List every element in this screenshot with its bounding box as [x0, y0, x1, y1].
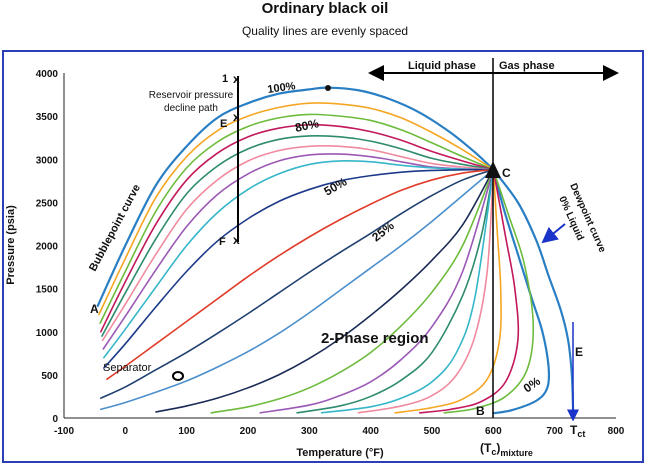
y-tick-label: 4000: [36, 69, 59, 80]
end-point-marker: x: [233, 233, 240, 247]
critical-temperature-label: (Tc)mixture: [480, 441, 533, 458]
y-tick-label: 1000: [36, 328, 59, 339]
point-label-b: B: [476, 404, 485, 418]
x-tick-label: 500: [424, 426, 441, 437]
quality-label-25: 25%: [369, 218, 397, 244]
chart-title: Ordinary black oil: [261, 0, 389, 17]
y-tick-label: 500: [41, 371, 58, 382]
y-tick-label: 2500: [36, 198, 59, 209]
x-tick-label: 600: [485, 426, 502, 437]
start-point-marker: x: [233, 72, 240, 86]
decline-path-label-line1: Reservoir pressure: [149, 90, 234, 101]
series-line-80pct: [100, 123, 495, 333]
series-line-q12: [155, 168, 495, 413]
separator-marker: [172, 371, 184, 381]
two-phase-region-label: 2-Phase region: [321, 330, 429, 347]
y-tick-label: 2000: [36, 242, 59, 253]
critical-point-marker: [485, 161, 501, 178]
quality-label-80: 80%: [294, 116, 321, 135]
dewpoint-pointer-arrow: [541, 223, 566, 244]
cricondentherm-label: Tct: [570, 423, 585, 439]
y-tick-label: 3000: [36, 155, 59, 166]
series-line-q5: [101, 145, 495, 342]
separator-label: Separator: [103, 362, 152, 374]
series-line-100pct: [96, 86, 495, 307]
x-tick-label: 300: [301, 426, 318, 437]
bubble-point-marker: x: [233, 110, 240, 124]
chart-frame: [2, 50, 644, 463]
series-line-q14: [259, 168, 495, 414]
series-line-q10: [100, 168, 495, 399]
series-line-q1: [98, 102, 495, 316]
gas-phase-label: Gas phase: [499, 60, 555, 72]
series-line-dewpoint: [492, 168, 575, 411]
series-line-50pct: [103, 168, 495, 369]
axes: -100 0 100 200 300 400 500 600 700 80005001000150…: [36, 69, 625, 437]
series-line-q13: [210, 168, 495, 414]
series-line-q15: [296, 168, 495, 414]
decline-path-label-line2: decline path: [164, 103, 218, 114]
y-axis-label: Pressure (psia): [5, 205, 17, 285]
point-label-1: 1: [222, 73, 228, 85]
quality-label-100: 100%: [267, 80, 297, 96]
x-tick-label: 100: [178, 426, 195, 437]
x-tick-label: 800: [608, 426, 625, 437]
x-tick-label: 200: [240, 426, 257, 437]
point-label-c: C: [502, 166, 511, 180]
series-line-q11: [100, 168, 495, 411]
series-line-0pct: [492, 168, 551, 415]
chart-subtitle: Quality lines are evenly spaced: [241, 24, 409, 38]
series-line-q18: [394, 168, 502, 414]
max-pressure-dot: [325, 85, 331, 91]
series-line-q2: [99, 113, 495, 324]
point-label-e-dew: E: [575, 345, 583, 359]
series-layer: [96, 86, 575, 415]
series-line-q16: [320, 168, 495, 414]
x-tick-label: -100: [54, 426, 74, 437]
point-label-f: F: [219, 236, 226, 248]
series-line-q17: [357, 168, 495, 414]
x-tick-label: 400: [362, 426, 379, 437]
series-line-q7: [103, 160, 495, 359]
series-line-q4: [101, 134, 495, 337]
series-line-25pct: [106, 168, 495, 380]
series-line-q20: [443, 168, 535, 414]
point-label-e-reservoir: E: [220, 118, 227, 130]
x-tick-label: 0: [123, 426, 129, 437]
y-tick-label: 0: [52, 414, 58, 425]
liquid-phase-label: Liquid phase: [408, 60, 476, 72]
series-line-q6: [102, 153, 495, 350]
quality-label-50: 50%: [322, 174, 350, 198]
y-tick-label: 3500: [36, 112, 59, 123]
series-line-q19: [418, 168, 520, 414]
x-axis-label: Temperature (°F): [296, 447, 384, 459]
x-tick-label: 700: [546, 426, 563, 437]
point-label-a: A: [90, 302, 99, 316]
y-tick-label: 1500: [36, 285, 59, 296]
